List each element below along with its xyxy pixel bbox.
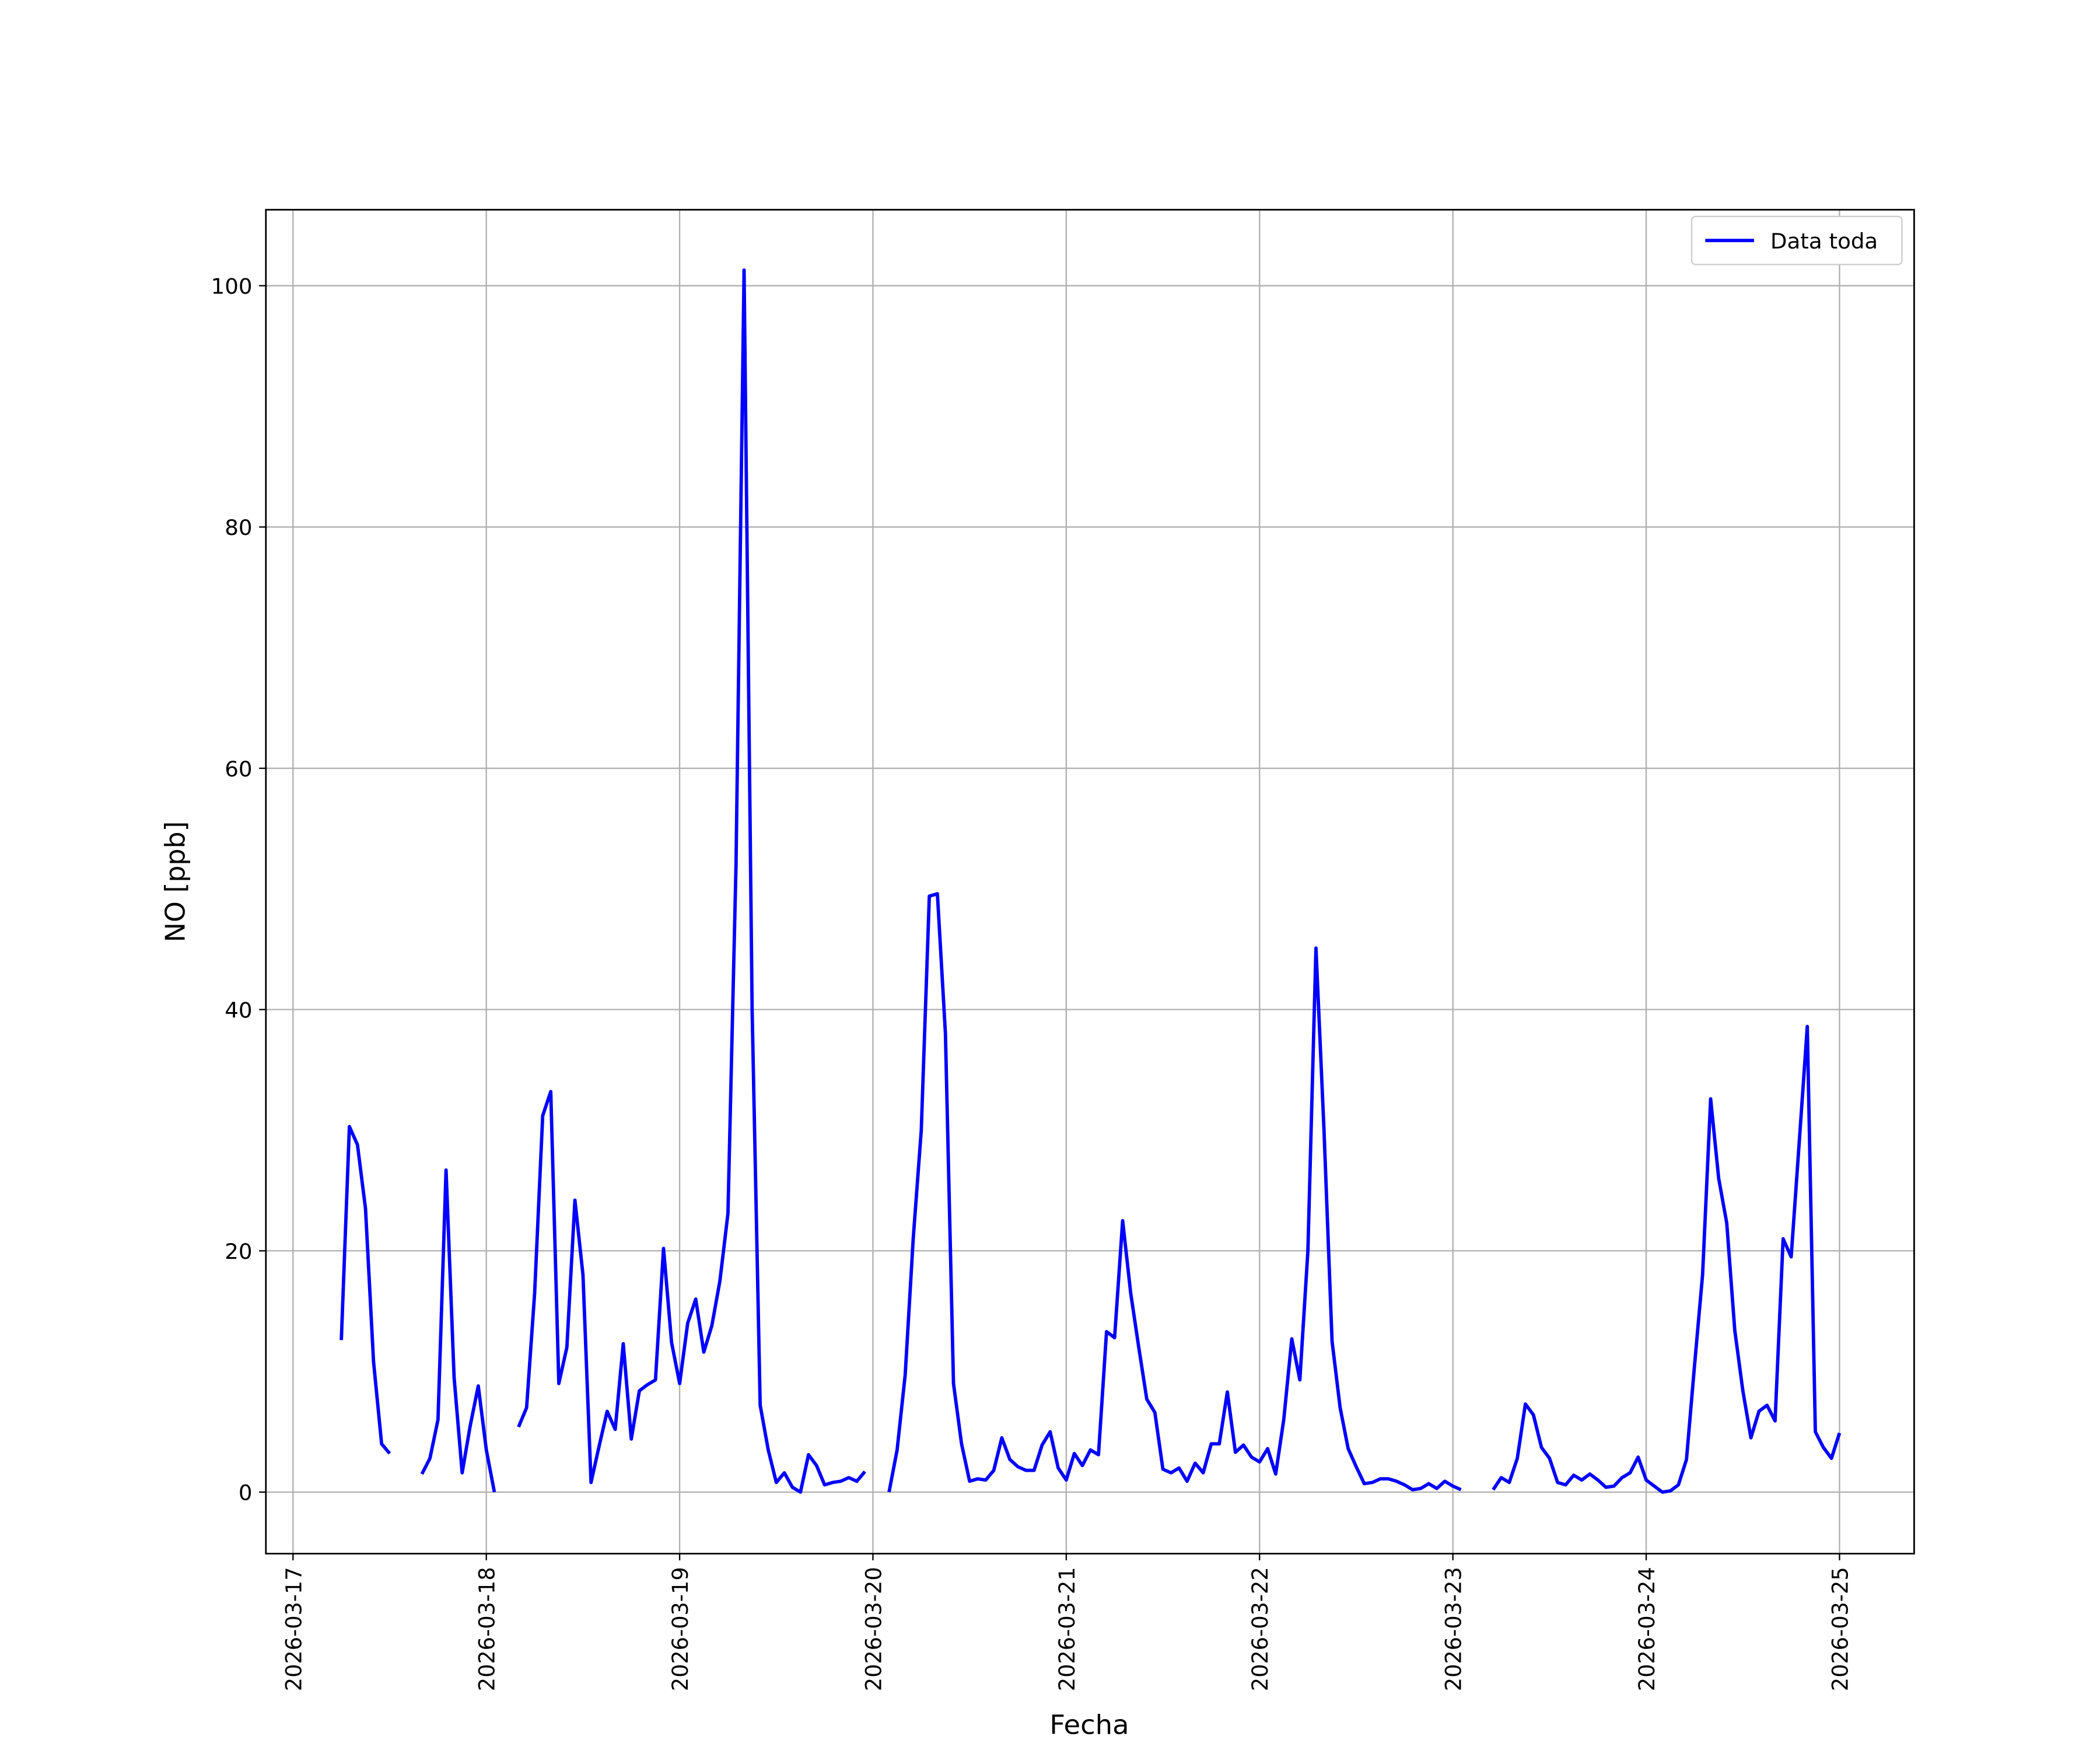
legend-box xyxy=(1690,215,1903,265)
x-tick-label: 2026-03-25 xyxy=(1828,1567,1853,1691)
y-tick-label: 100 xyxy=(211,274,253,299)
x-tick-label: 2026-03-21 xyxy=(1055,1567,1080,1691)
legend: Data toda xyxy=(1690,215,1903,265)
x-tick-label: 2026-03-19 xyxy=(668,1567,693,1691)
y-tick-label: 20 xyxy=(225,1239,252,1264)
y-tick-label: 60 xyxy=(225,757,252,782)
y-tick-label: 80 xyxy=(225,515,252,540)
x-tick-label: 2026-03-18 xyxy=(474,1567,499,1691)
data-line xyxy=(340,268,1842,1494)
x-tick-label: 2026-03-17 xyxy=(281,1567,306,1691)
plot-frame xyxy=(265,209,1915,1555)
x-tick-label: 2026-03-22 xyxy=(1248,1567,1273,1691)
y-tick-label: 0 xyxy=(239,1480,253,1506)
x-tick-label: 2026-03-23 xyxy=(1441,1567,1466,1691)
x-tick-label: 2026-03-24 xyxy=(1634,1567,1660,1691)
x-axis-label: Fecha xyxy=(1049,1709,1129,1741)
y-axis-label: NO [ppb] xyxy=(159,821,191,943)
x-tick-label: 2026-03-20 xyxy=(861,1567,886,1691)
y-tick-label: 40 xyxy=(225,998,252,1023)
legend-label: Data toda xyxy=(1770,229,1878,254)
